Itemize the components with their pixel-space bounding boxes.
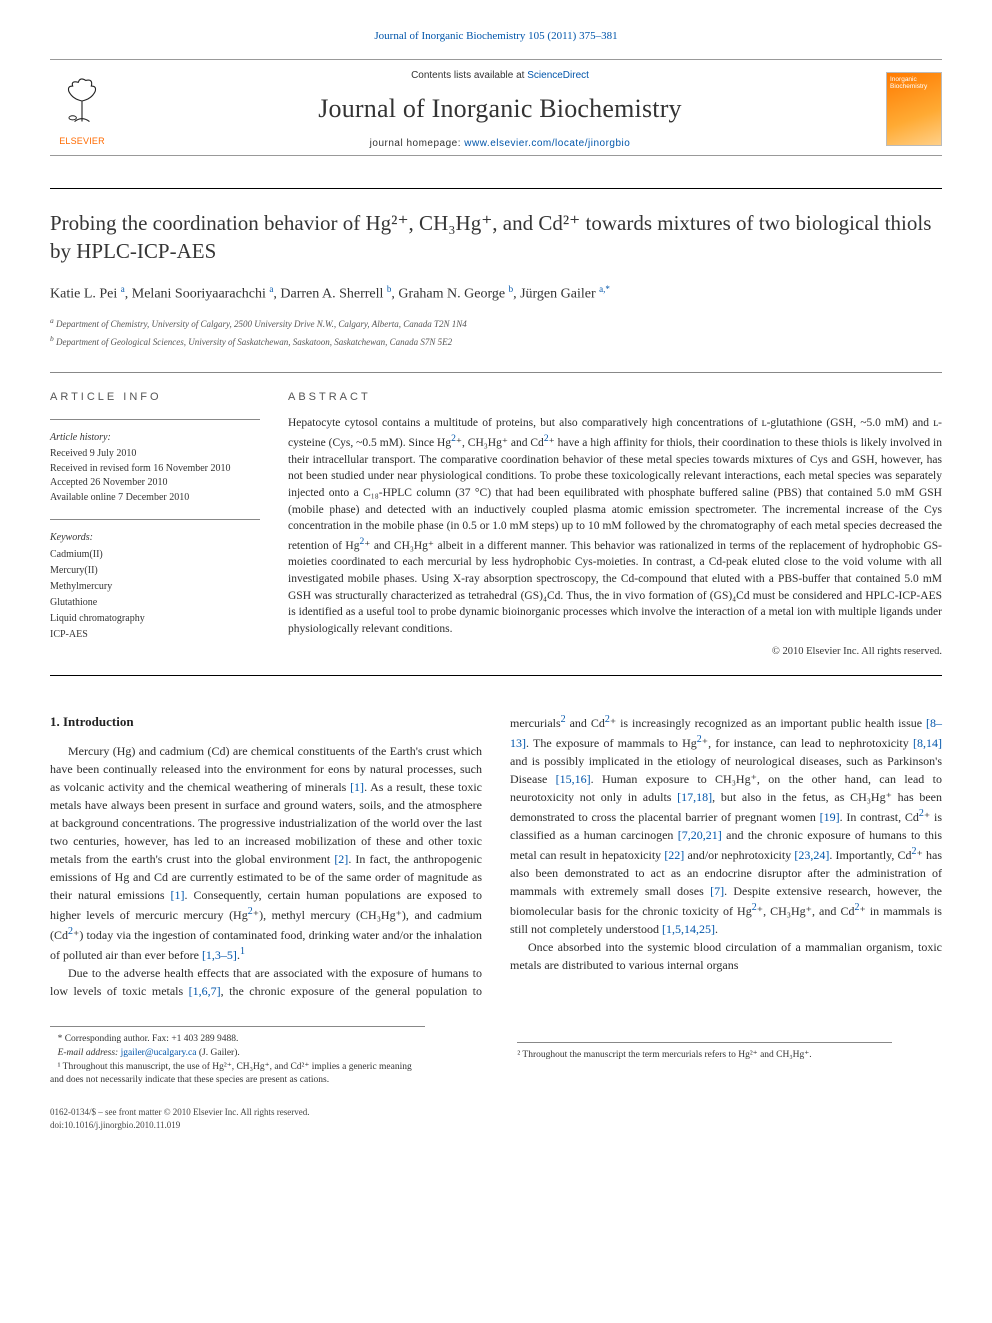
ref-link[interactable]: [8–13] <box>510 716 942 750</box>
keyword: Cadmium(II) <box>50 547 260 563</box>
corresponding-author-link[interactable]: * <box>605 284 610 294</box>
abstract-copyright: © 2010 Elsevier Inc. All rights reserved… <box>288 644 942 660</box>
footnote-2: ² Throughout the manuscript the term mer… <box>517 1049 892 1063</box>
ref-link[interactable]: [1,6,7] <box>189 984 221 998</box>
ref-link[interactable]: [22] <box>664 848 684 862</box>
keyword: Methylmercury <box>50 579 260 595</box>
keywords-heading: Keywords: <box>50 530 260 545</box>
article-info-heading: ARTICLE INFO <box>50 389 260 406</box>
keyword: Glutathione <box>50 595 260 611</box>
section-heading-intro: 1. Introduction <box>50 712 482 732</box>
footnotes-left: * Corresponding author. Fax: +1 403 289 … <box>50 1026 425 1088</box>
journal-homepage: journal homepage: www.elsevier.com/locat… <box>114 136 886 151</box>
elsevier-tree-icon <box>54 73 110 129</box>
masthead: ELSEVIER Contents lists available at Sci… <box>50 59 942 156</box>
journal-citation-link[interactable]: Journal of Inorganic Biochemistry 105 (2… <box>50 28 942 45</box>
abstract-text: Hepatocyte cytosol contains a multitude … <box>288 415 942 637</box>
intro-paragraph: Mercury (Hg) and cadmium (Cd) are chemic… <box>50 742 482 964</box>
body-rule <box>50 675 942 676</box>
journal-homepage-link[interactable]: www.elsevier.com/locate/jinorgbio <box>464 138 630 149</box>
publisher-logo: ELSEVIER <box>50 69 114 149</box>
ref-link[interactable]: [2] <box>334 852 348 866</box>
date-revised: Received in revised form 16 November 201… <box>50 462 260 477</box>
ref-link[interactable]: [1] <box>171 888 185 902</box>
abstract-block: ABSTRACT Hepatocyte cytosol contains a m… <box>288 372 942 660</box>
date-received: Received 9 July 2010 <box>50 447 260 462</box>
ref-link[interactable]: [1] <box>350 780 364 794</box>
email-footnote: E-mail address: jgailer@ucalgary.ca (J. … <box>50 1047 425 1061</box>
article-title: Probing the coordination behavior of Hg²… <box>50 209 942 266</box>
footnotes-right: ² Throughout the manuscript the term mer… <box>517 1042 892 1063</box>
sciencedirect-link[interactable]: ScienceDirect <box>527 70 589 81</box>
keyword: ICP-AES <box>50 627 260 643</box>
ref-link[interactable]: [7,20,21] <box>678 828 722 842</box>
affil-link-a[interactable]: a <box>599 284 603 294</box>
footnote-1: ¹ Throughout this manuscript, the use of… <box>50 1061 425 1089</box>
corresponding-author-footnote: * Corresponding author. Fax: +1 403 289 … <box>50 1033 425 1047</box>
ref-link[interactable]: [1,5,14,25] <box>662 922 715 936</box>
publisher-name: ELSEVIER <box>50 135 114 149</box>
corresponding-email-link[interactable]: jgailer@ucalgary.ca <box>121 1048 197 1058</box>
bottom-metadata: 0162-0134/$ – see front matter © 2010 El… <box>50 1106 942 1131</box>
abstract-heading: ABSTRACT <box>288 389 942 406</box>
ref-link[interactable]: [17,18] <box>677 790 712 804</box>
article-body: 1. Introduction Mercury (Hg) and cadmium… <box>50 712 942 1000</box>
ref-link[interactable]: [7] <box>710 884 724 898</box>
title-rule <box>50 188 942 189</box>
doi-line: doi:10.1016/j.jinorgbio.2010.11.019 <box>50 1119 942 1132</box>
issn-line: 0162-0134/$ – see front matter © 2010 El… <box>50 1106 942 1119</box>
date-online: Available online 7 December 2010 <box>50 491 260 506</box>
ref-link[interactable]: [19] <box>820 810 840 824</box>
journal-cover-thumbnail: Inorganic Biochemistry <box>886 72 942 146</box>
affil-link-b[interactable]: b <box>509 284 514 294</box>
article-info-block: ARTICLE INFO Article history: Received 9… <box>50 372 260 660</box>
ref-link[interactable]: [1,3–5] <box>202 948 237 962</box>
journal-name: Journal of Inorganic Biochemistry <box>114 89 886 128</box>
affil-link-a[interactable]: a <box>121 284 125 294</box>
date-accepted: Accepted 26 November 2010 <box>50 476 260 491</box>
affil-link-a[interactable]: a <box>269 284 273 294</box>
keyword: Liquid chromatography <box>50 611 260 627</box>
history-heading: Article history: <box>50 430 260 445</box>
ref-link[interactable]: [15,16] <box>556 772 591 786</box>
intro-paragraph: Once absorbed into the systemic blood ci… <box>510 938 942 974</box>
affiliation-a: a Department of Chemistry, University of… <box>50 315 942 332</box>
author-list: Katie L. Pei a, Melani Sooriyaarachchi a… <box>50 283 942 305</box>
affil-link-b[interactable]: b <box>387 284 392 294</box>
affiliation-b: b Department of Geological Sciences, Uni… <box>50 333 942 350</box>
keyword: Mercury(II) <box>50 563 260 579</box>
ref-link[interactable]: [8,14] <box>913 736 942 750</box>
ref-link[interactable]: [23,24] <box>794 848 829 862</box>
contents-available-line: Contents lists available at ScienceDirec… <box>114 68 886 83</box>
